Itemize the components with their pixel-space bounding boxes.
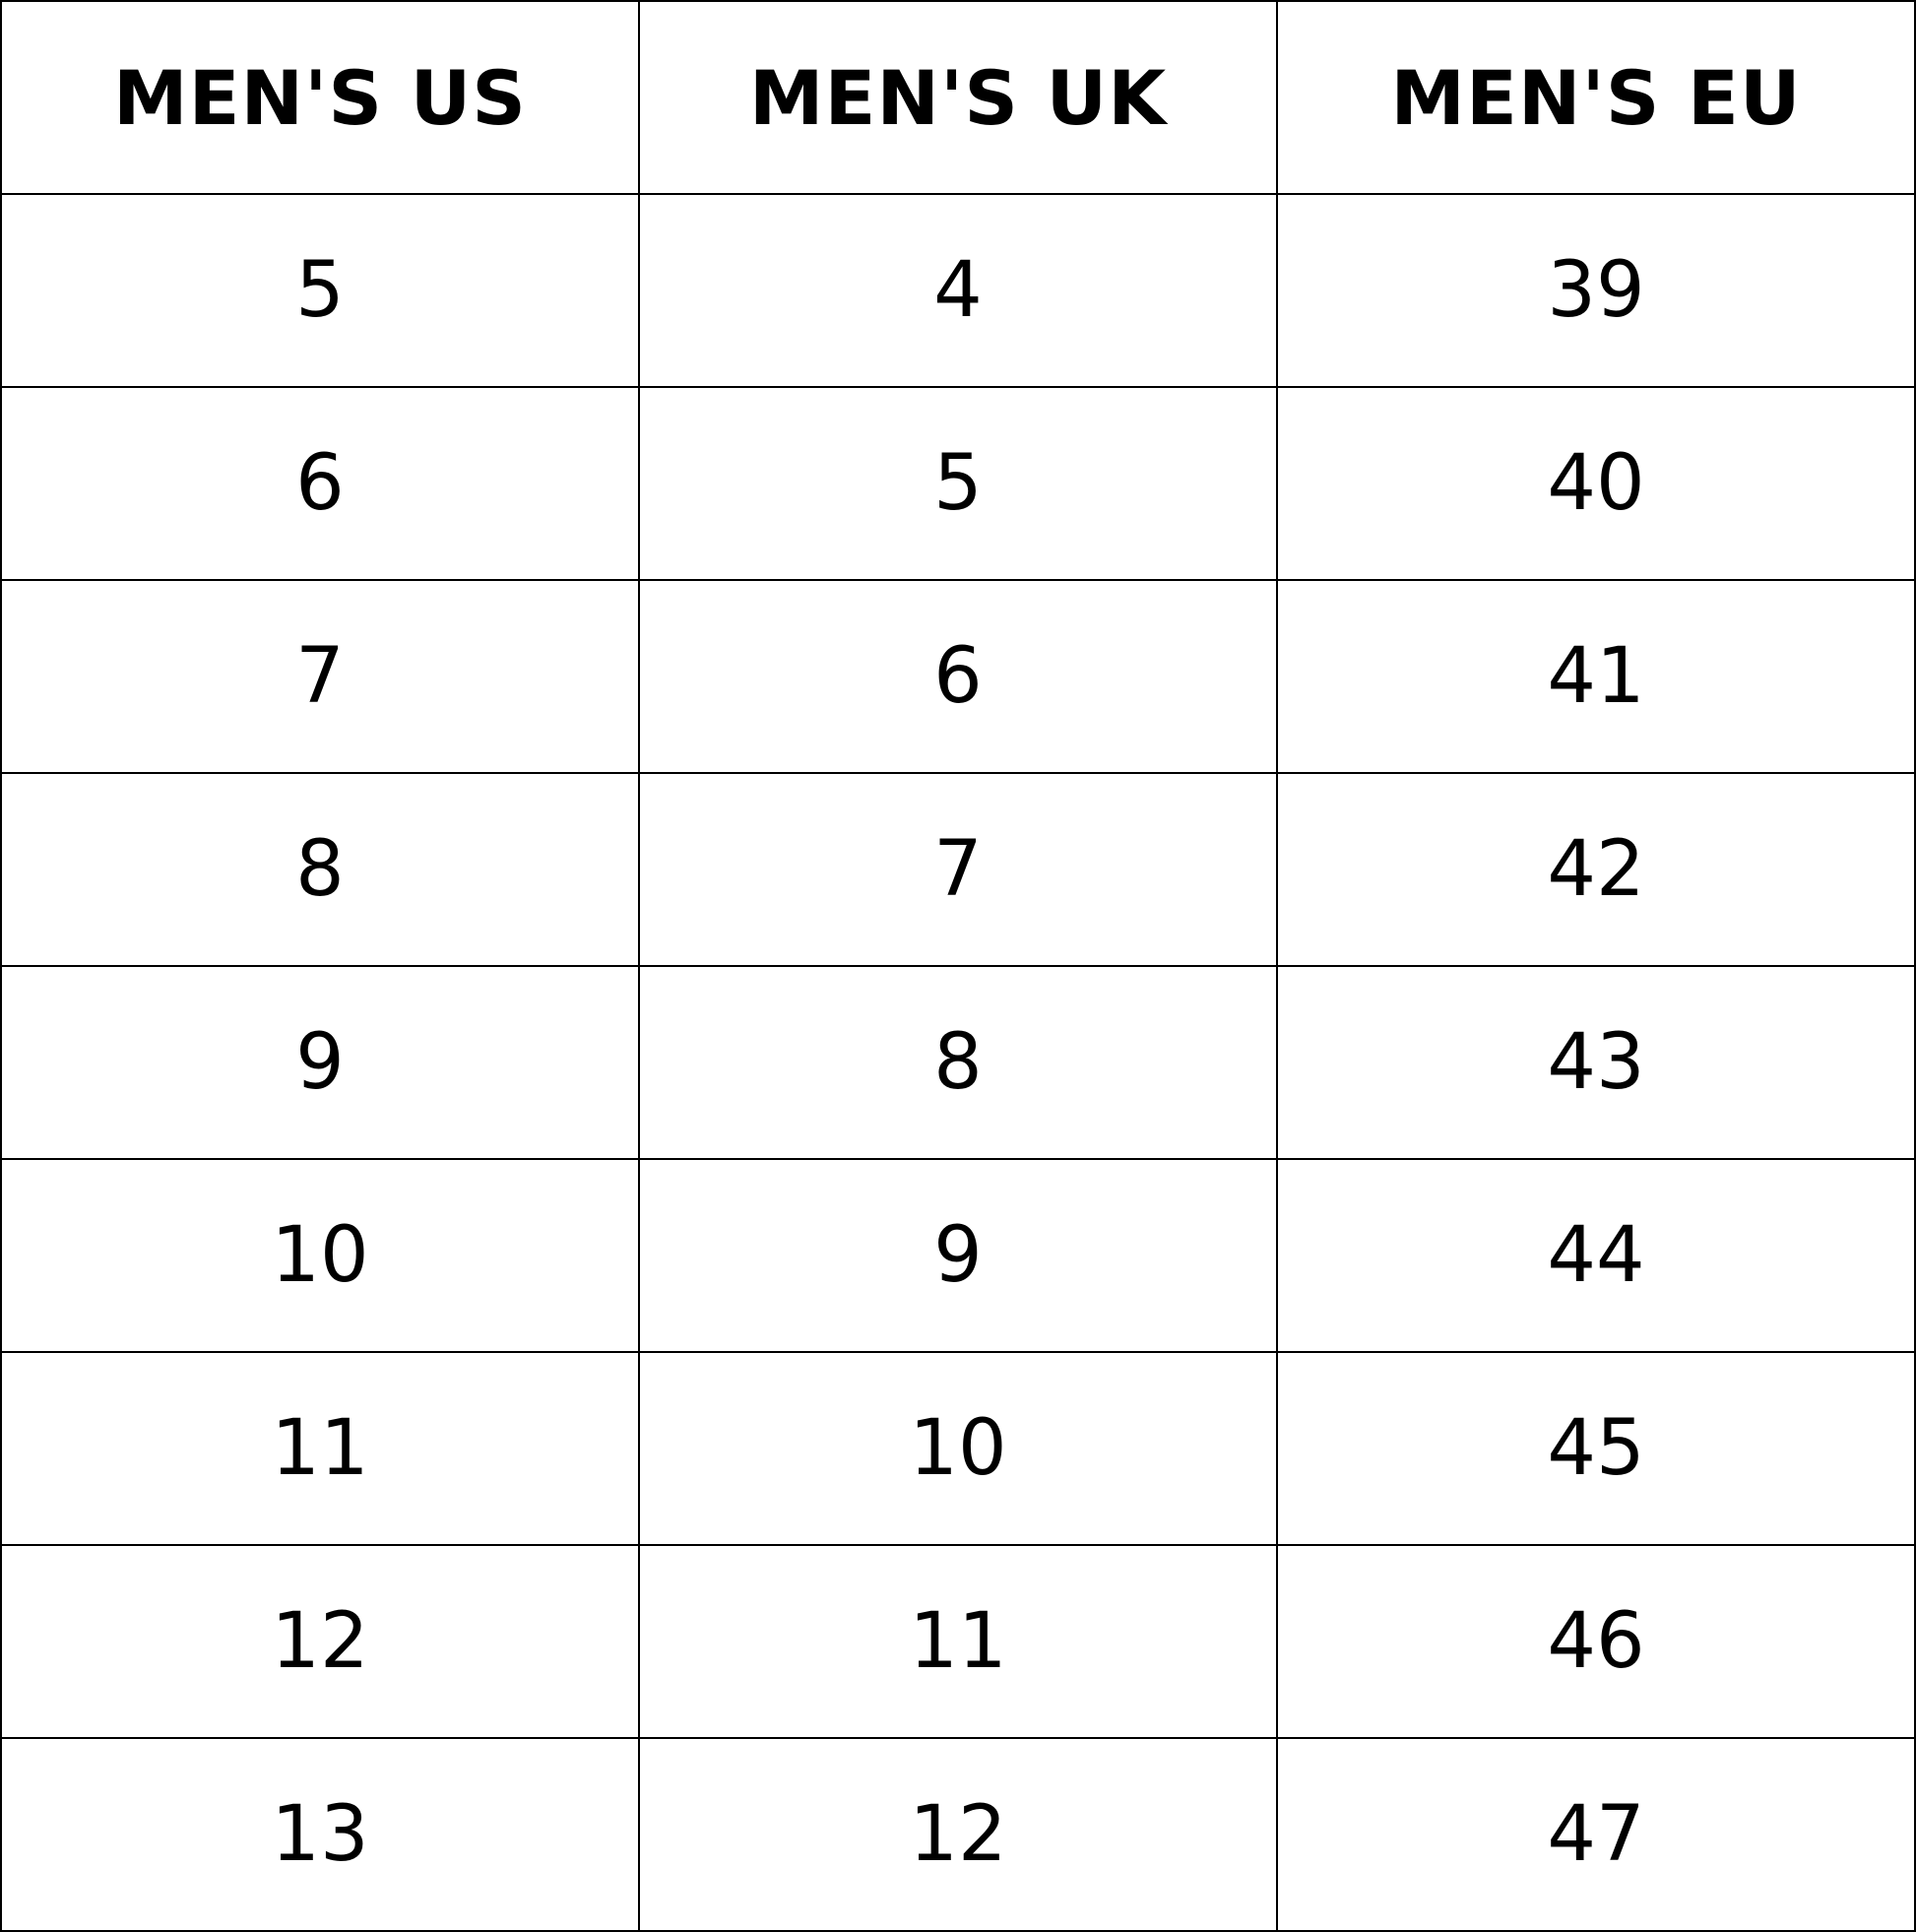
table-row: 9 8 43 <box>0 965 1916 1160</box>
table-cell: 5 <box>638 386 1278 581</box>
header-cell: MEN'S US <box>0 0 640 195</box>
table-row: 5 4 39 <box>0 193 1916 388</box>
table-cell: 8 <box>0 772 640 967</box>
table-head: MEN'S US MEN'S UK MEN'S EU <box>0 0 1916 195</box>
table-cell: 6 <box>0 386 640 581</box>
table-cell: 42 <box>1276 772 1916 967</box>
table-row: 11 10 45 <box>0 1351 1916 1546</box>
table-row: 12 11 46 <box>0 1544 1916 1739</box>
table-cell: 10 <box>638 1351 1278 1546</box>
table-cell: 47 <box>1276 1737 1916 1932</box>
table-row: 10 9 44 <box>0 1158 1916 1353</box>
table-cell: 7 <box>0 579 640 774</box>
table-cell: 11 <box>0 1351 640 1546</box>
table-cell: 12 <box>0 1544 640 1739</box>
table-cell: 13 <box>0 1737 640 1932</box>
table-cell: 7 <box>638 772 1278 967</box>
header-row: MEN'S US MEN'S UK MEN'S EU <box>0 0 1916 195</box>
table-cell: 9 <box>0 965 640 1160</box>
table-cell: 12 <box>638 1737 1278 1932</box>
table-cell: 45 <box>1276 1351 1916 1546</box>
table-cell: 44 <box>1276 1158 1916 1353</box>
header-cell: MEN'S EU <box>1276 0 1916 195</box>
table-cell: 40 <box>1276 386 1916 581</box>
table-cell: 46 <box>1276 1544 1916 1739</box>
table-cell: 8 <box>638 965 1278 1160</box>
table-row: 8 7 42 <box>0 772 1916 967</box>
table-cell: 6 <box>638 579 1278 774</box>
table-row: 13 12 47 <box>0 1737 1916 1932</box>
table-cell: 10 <box>0 1158 640 1353</box>
header-cell: MEN'S UK <box>638 0 1278 195</box>
table-body: 5 4 39 6 5 40 7 6 41 8 7 42 9 8 43 10 9 44 11 10 45 12 11 46 13 1… <box>0 193 1916 1932</box>
table-cell: 4 <box>638 193 1278 388</box>
table-cell: 41 <box>1276 579 1916 774</box>
table-cell: 9 <box>638 1158 1278 1353</box>
table-row: 7 6 41 <box>0 579 1916 774</box>
table-row: 6 5 40 <box>0 386 1916 581</box>
table-cell: 43 <box>1276 965 1916 1160</box>
table-cell: 11 <box>638 1544 1278 1739</box>
table-cell: 5 <box>0 193 640 388</box>
table-cell: 39 <box>1276 193 1916 388</box>
